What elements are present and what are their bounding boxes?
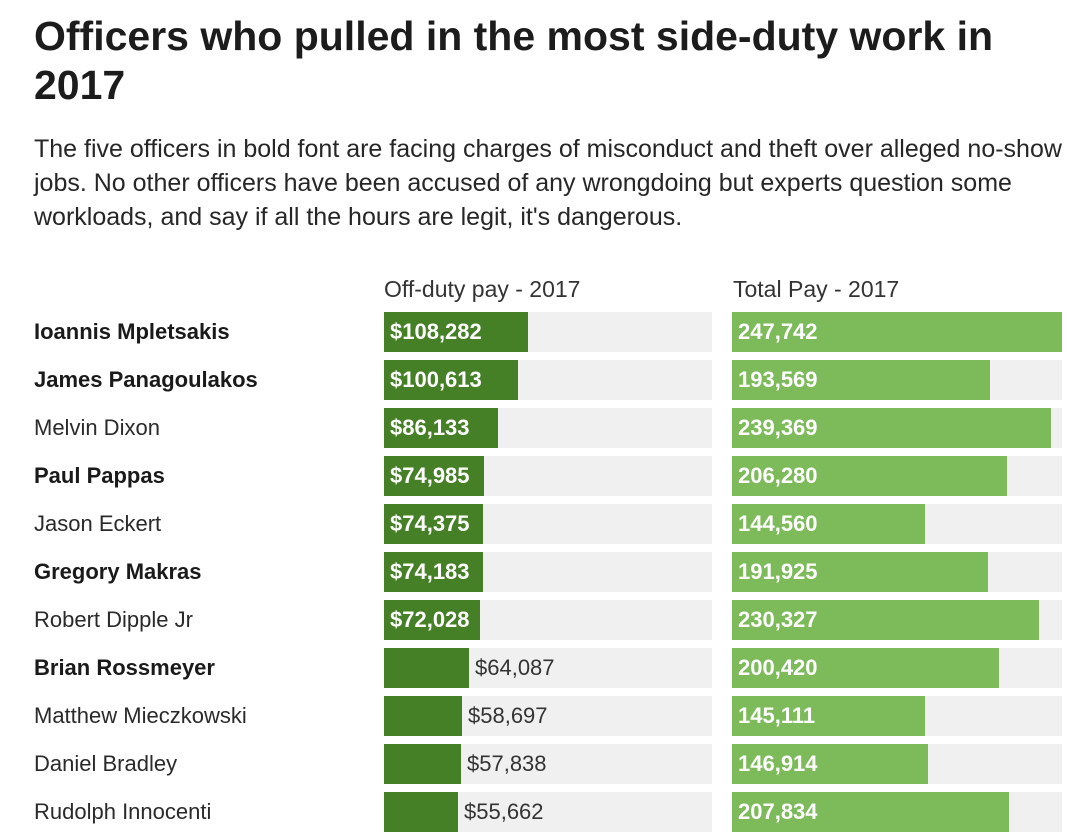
offduty-pay-label: $55,662 [464,799,544,824]
officer-name: Ioannis Mpletsakis [34,319,230,344]
total-bar-track: 191,925 [732,552,1062,592]
total-pay-label: 146,914 [738,751,818,776]
offduty-bar-track: $108,282 [384,312,712,352]
total-pay-bar [732,408,1051,448]
total-bar-track: 247,742 [732,312,1062,352]
chart-row: Daniel Bradley $57,838 146,914 [0,740,1080,788]
total-pay-label: 144,560 [738,511,818,536]
offduty-bar-track: $72,028 [384,600,712,640]
chart-rows: Ioannis Mpletsakis $108,282 247,742 James P… [0,308,1080,836]
offduty-pay-label: $108,282 [390,319,482,344]
chart-row: Robert Dipple Jr $72,028 230,327 [0,596,1080,644]
offduty-pay-label: $58,697 [468,703,548,728]
total-pay-label: 239,369 [738,415,818,440]
offduty-pay-label: $74,375 [390,511,470,536]
chart-row: Matthew Mieczkowski $58,697 145,111 [0,692,1080,740]
total-pay-bar [732,456,1007,496]
officer-name: Melvin Dixon [34,415,160,440]
total-pay-bar [732,360,990,400]
total-bar-track: 207,834 [732,792,1062,832]
offduty-pay-label: $72,028 [390,607,470,632]
officer-name: Matthew Mieczkowski [34,703,247,728]
chart-row: Rudolph Innocenti $55,662 207,834 [0,788,1080,836]
offduty-bar-track: $100,613 [384,360,712,400]
officer-name: Paul Pappas [34,463,165,488]
total-pay-label: 200,420 [738,655,818,680]
total-pay-label: 247,742 [738,319,818,344]
total-pay-bar [732,600,1039,640]
chart-row: Paul Pappas $74,985 206,280 [0,452,1080,500]
offduty-bar-track: $58,697 [384,696,712,736]
offduty-pay-bar [384,408,498,448]
total-pay-label: 206,280 [738,463,818,488]
chart-row: James Panagoulakos $100,613 193,569 [0,356,1080,404]
total-bar-track: 146,914 [732,744,1062,784]
chart-row: Gregory Makras $74,183 191,925 [0,548,1080,596]
total-bar-track: 239,369 [732,408,1062,448]
officer-name: James Panagoulakos [34,367,258,392]
chart-subtitle: The five officers in bold font are facin… [34,135,1062,231]
offduty-bar-track: $74,985 [384,456,712,496]
offduty-pay-bar [384,792,458,832]
offduty-pay-label: $57,838 [467,751,547,776]
offduty-pay-bar [384,648,469,688]
total-pay-label: 145,111 [738,703,816,728]
officer-name: Jason Eckert [34,511,162,536]
offduty-bar-track: $74,375 [384,504,712,544]
offduty-pay-bar [384,456,484,496]
offduty-bar-track: $86,133 [384,408,712,448]
total-pay-bar [732,312,1062,352]
chart-row: Brian Rossmeyer $64,087 200,420 [0,644,1080,692]
chart-row: Jason Eckert $74,375 144,560 [0,500,1080,548]
total-pay-label: 207,834 [738,799,818,824]
offduty-pay-bar [384,600,480,640]
officer-name: Rudolph Innocenti [34,799,212,824]
offduty-bar-track: $74,183 [384,552,712,592]
total-pay-bar [732,792,1009,832]
officer-name: Gregory Makras [34,559,202,584]
total-pay-bar [732,744,928,784]
chart-row: Ioannis Mpletsakis $108,282 247,742 [0,308,1080,356]
officer-name: Brian Rossmeyer [34,655,215,680]
total-pay-bar [732,648,999,688]
total-pay-label: 230,327 [738,607,818,632]
total-pay-bar [732,696,925,736]
offduty-bar-track: $64,087 [384,648,712,688]
total-pay-label: 193,569 [738,367,818,392]
officer-name: Robert Dipple Jr [34,607,193,632]
offduty-pay-label: $100,613 [390,367,482,392]
offduty-bar-track: $55,662 [384,792,712,832]
offduty-pay-label: $86,133 [390,415,470,440]
total-bar-track: 230,327 [732,600,1062,640]
offduty-pay-bar [384,504,483,544]
offduty-pay-bar [384,744,461,784]
total-bar-track: 193,569 [732,360,1062,400]
chart-row: Melvin Dixon $86,133 239,369 [0,404,1080,452]
officer-name: Daniel Bradley [34,751,178,776]
total-bar-track: 206,280 [732,456,1062,496]
total-bar-track: 144,560 [732,504,1062,544]
offduty-pay-bar [384,312,528,352]
offduty-pay-bar [384,696,462,736]
offduty-bar-track: $57,838 [384,744,712,784]
total-pay-column-header: Total Pay - 2017 [733,276,900,302]
total-pay-label: 191,925 [738,559,818,584]
offduty-pay-label: $64,087 [475,655,555,680]
offduty-pay-label: $74,985 [390,463,470,488]
total-pay-bar [732,504,925,544]
total-bar-track: 145,111 [732,696,1062,736]
total-pay-bar [732,552,988,592]
offduty-pay-label: $74,183 [390,559,470,584]
total-bar-track: 200,420 [732,648,1062,688]
offduty-pay-column-header: Off-duty pay - 2017 [384,276,581,302]
offduty-pay-bar [384,552,483,592]
chart-title: Officers who pulled in the most side-dut… [34,13,994,108]
offduty-pay-bar [384,360,518,400]
